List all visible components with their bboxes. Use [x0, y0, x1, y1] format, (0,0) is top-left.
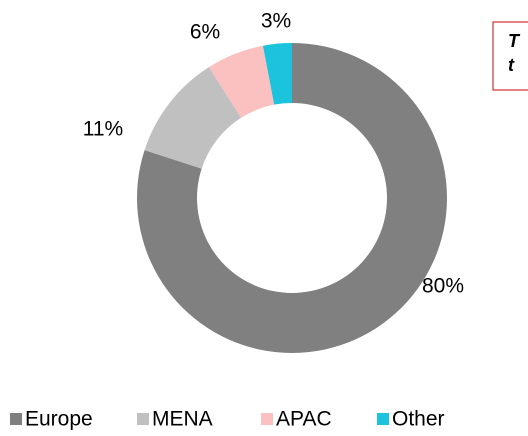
legend-label: APAC [276, 408, 332, 431]
annotation-line: t [508, 55, 515, 75]
legend-label: Europe [25, 408, 93, 431]
donut-segment [144, 67, 242, 169]
legend-swatch [137, 413, 149, 425]
data-label: 11% [83, 118, 123, 141]
data-label: 80% [422, 275, 464, 298]
data-label: 6% [190, 21, 220, 44]
legend-swatch [261, 413, 273, 425]
data-label: 3% [261, 10, 291, 33]
legend-swatch [377, 413, 389, 425]
annotation-line: T [508, 31, 521, 51]
donut-segment [137, 43, 448, 353]
donut-segment [262, 43, 292, 105]
annotation-box [492, 21, 528, 91]
legend-label: MENA [152, 408, 213, 431]
donut-segment [208, 45, 275, 118]
legend-swatch [10, 413, 22, 425]
legend-label: Other [392, 408, 445, 431]
